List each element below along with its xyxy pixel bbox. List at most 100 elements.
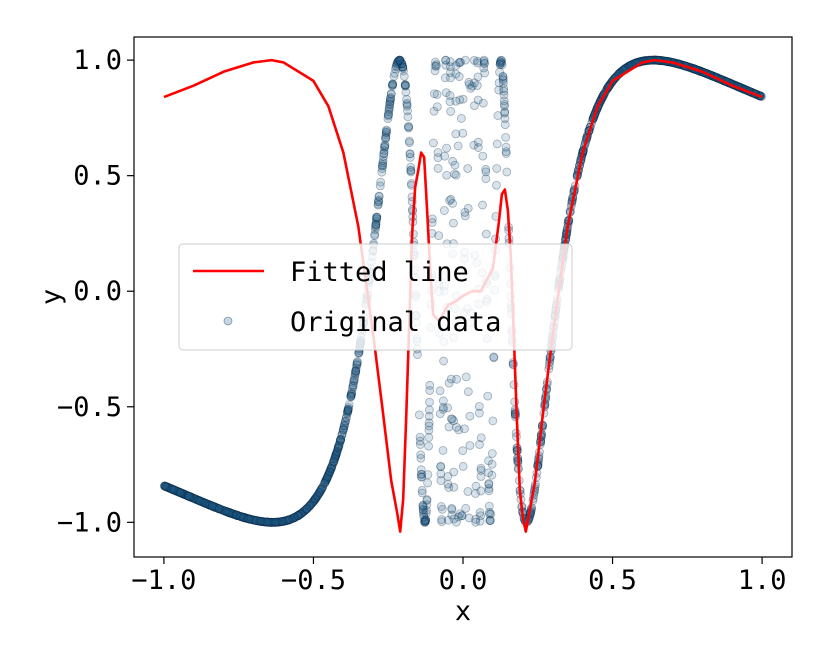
data-point xyxy=(162,482,172,492)
data-point xyxy=(306,500,315,510)
data-point xyxy=(310,495,319,505)
data-point xyxy=(431,57,440,67)
data-point xyxy=(279,516,288,526)
data-point xyxy=(242,513,252,523)
data-point xyxy=(244,514,254,524)
data-point xyxy=(174,487,184,497)
data-point xyxy=(218,505,227,515)
data-point xyxy=(186,492,196,502)
data-point xyxy=(208,501,218,511)
data-point xyxy=(392,59,402,69)
data-point xyxy=(222,507,232,517)
data-point xyxy=(450,160,460,170)
data-point xyxy=(349,377,359,387)
data-point xyxy=(419,507,428,517)
data-point xyxy=(331,450,341,460)
data-point xyxy=(205,500,214,510)
data-point xyxy=(291,512,300,522)
data-point xyxy=(211,503,221,513)
data-point xyxy=(312,491,322,501)
data-point xyxy=(235,511,245,521)
data-point xyxy=(246,515,256,524)
data-point xyxy=(499,96,509,106)
data-point xyxy=(384,103,394,113)
data-point xyxy=(381,132,391,142)
data-point xyxy=(417,470,426,479)
data-point xyxy=(398,63,408,73)
data-point xyxy=(449,514,459,524)
data-point xyxy=(225,508,235,518)
data-point xyxy=(198,497,208,507)
data-point xyxy=(266,517,276,527)
data-point xyxy=(252,516,261,525)
data-point xyxy=(173,487,183,497)
data-point xyxy=(445,57,455,67)
data-point xyxy=(478,98,488,108)
data-point xyxy=(398,62,407,72)
data-point xyxy=(457,511,467,521)
data-point xyxy=(405,149,415,159)
data-point xyxy=(224,507,233,517)
data-point xyxy=(304,501,314,511)
data-point xyxy=(243,514,252,523)
data-point xyxy=(440,73,450,83)
data-point xyxy=(166,484,176,494)
data-point xyxy=(225,508,235,518)
data-point xyxy=(501,132,511,142)
data-point xyxy=(341,416,350,426)
data-point xyxy=(339,423,349,433)
data-point xyxy=(189,493,199,503)
data-point xyxy=(489,353,499,363)
data-point xyxy=(261,517,270,527)
data-point xyxy=(400,81,410,90)
data-point xyxy=(341,412,351,422)
data-point xyxy=(225,508,235,518)
data-point xyxy=(393,56,403,66)
data-point xyxy=(474,408,484,418)
data-point xyxy=(334,442,343,452)
data-point xyxy=(206,500,215,510)
data-point xyxy=(372,212,382,222)
data-point xyxy=(500,120,510,130)
data-point xyxy=(262,517,272,527)
data-point xyxy=(162,482,172,492)
data-point xyxy=(229,509,239,519)
data-point xyxy=(165,483,174,493)
data-point xyxy=(460,424,469,434)
data-point xyxy=(181,490,190,500)
data-point xyxy=(390,68,399,78)
data-point xyxy=(264,517,274,527)
data-point xyxy=(196,497,206,506)
data-point xyxy=(160,481,170,491)
data-point xyxy=(461,372,471,382)
data-point xyxy=(273,517,283,527)
data-point xyxy=(471,517,481,527)
data-point xyxy=(498,74,508,84)
data-point xyxy=(293,511,303,521)
data-point xyxy=(191,494,201,504)
data-point xyxy=(304,502,314,512)
data-point xyxy=(328,459,338,468)
data-point xyxy=(265,517,275,527)
data-point xyxy=(230,510,240,519)
data-point xyxy=(343,407,353,416)
data-point xyxy=(464,77,474,87)
legend-label-original-data: Original data xyxy=(290,307,501,338)
data-point xyxy=(451,129,461,139)
data-point xyxy=(205,500,215,510)
data-point xyxy=(204,500,214,510)
data-point xyxy=(183,491,193,501)
data-point xyxy=(224,508,234,517)
data-point xyxy=(388,79,398,89)
data-point xyxy=(327,461,337,471)
data-point xyxy=(288,513,298,523)
data-point xyxy=(194,495,203,505)
data-point xyxy=(163,483,173,492)
data-point xyxy=(323,471,333,480)
data-point xyxy=(495,67,504,77)
legend: Fitted line Original data xyxy=(178,243,573,351)
data-point xyxy=(325,467,334,477)
data-point xyxy=(228,509,237,519)
data-point xyxy=(374,197,383,207)
data-point xyxy=(339,421,349,431)
